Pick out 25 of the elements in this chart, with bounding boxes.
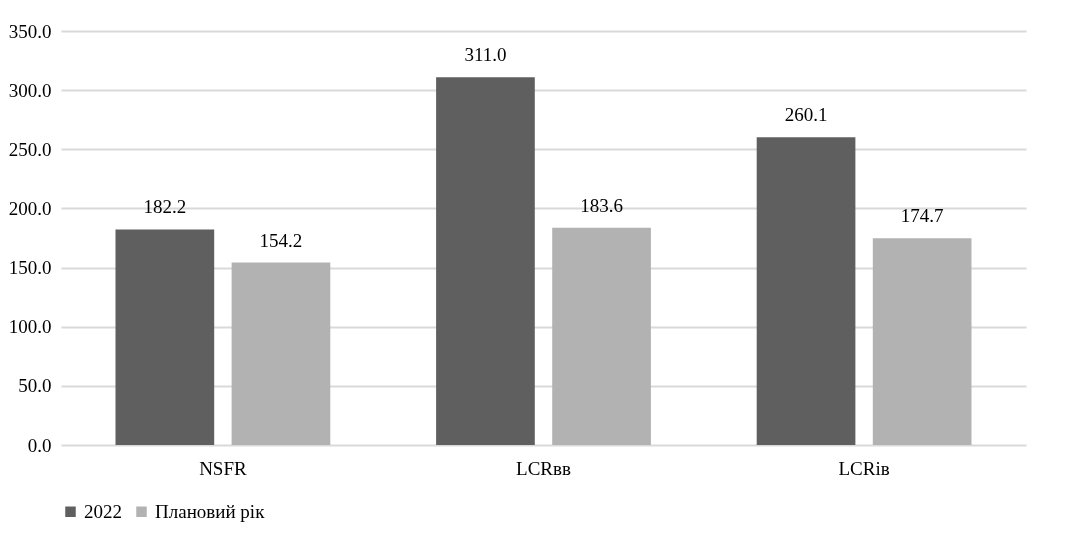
- x-tick-label: LCRвв: [516, 457, 571, 479]
- y-tick-label: 250.0: [8, 138, 52, 160]
- y-tick-label: 50.0: [18, 375, 52, 397]
- data-label: 182.2: [143, 196, 187, 218]
- bar: [436, 77, 535, 445]
- bar: [231, 262, 331, 445]
- data-label: 311.0: [464, 44, 507, 66]
- bar: [552, 227, 651, 445]
- data-label: 260.1: [784, 104, 828, 126]
- y-tick-label: 350.0: [8, 20, 52, 42]
- y-tick-label: 200.0: [8, 197, 52, 219]
- x-tick-label: LCRiв: [838, 457, 890, 479]
- bar: [115, 229, 215, 445]
- y-tick-label: 100.0: [8, 316, 52, 338]
- data-label: 174.7: [900, 205, 944, 227]
- data-label: 154.2: [259, 229, 303, 251]
- x-tick-label: NSFR: [199, 457, 247, 479]
- legend-label: 2022: [84, 500, 122, 522]
- data-label: 183.6: [580, 194, 623, 216]
- bar: [872, 238, 972, 445]
- legend-label: Плановий рік: [155, 500, 266, 522]
- y-tick-label: 300.0: [8, 79, 52, 101]
- bar: [756, 137, 856, 445]
- y-tick-label: 150.0: [8, 257, 52, 279]
- y-tick-label: 0.0: [27, 434, 52, 456]
